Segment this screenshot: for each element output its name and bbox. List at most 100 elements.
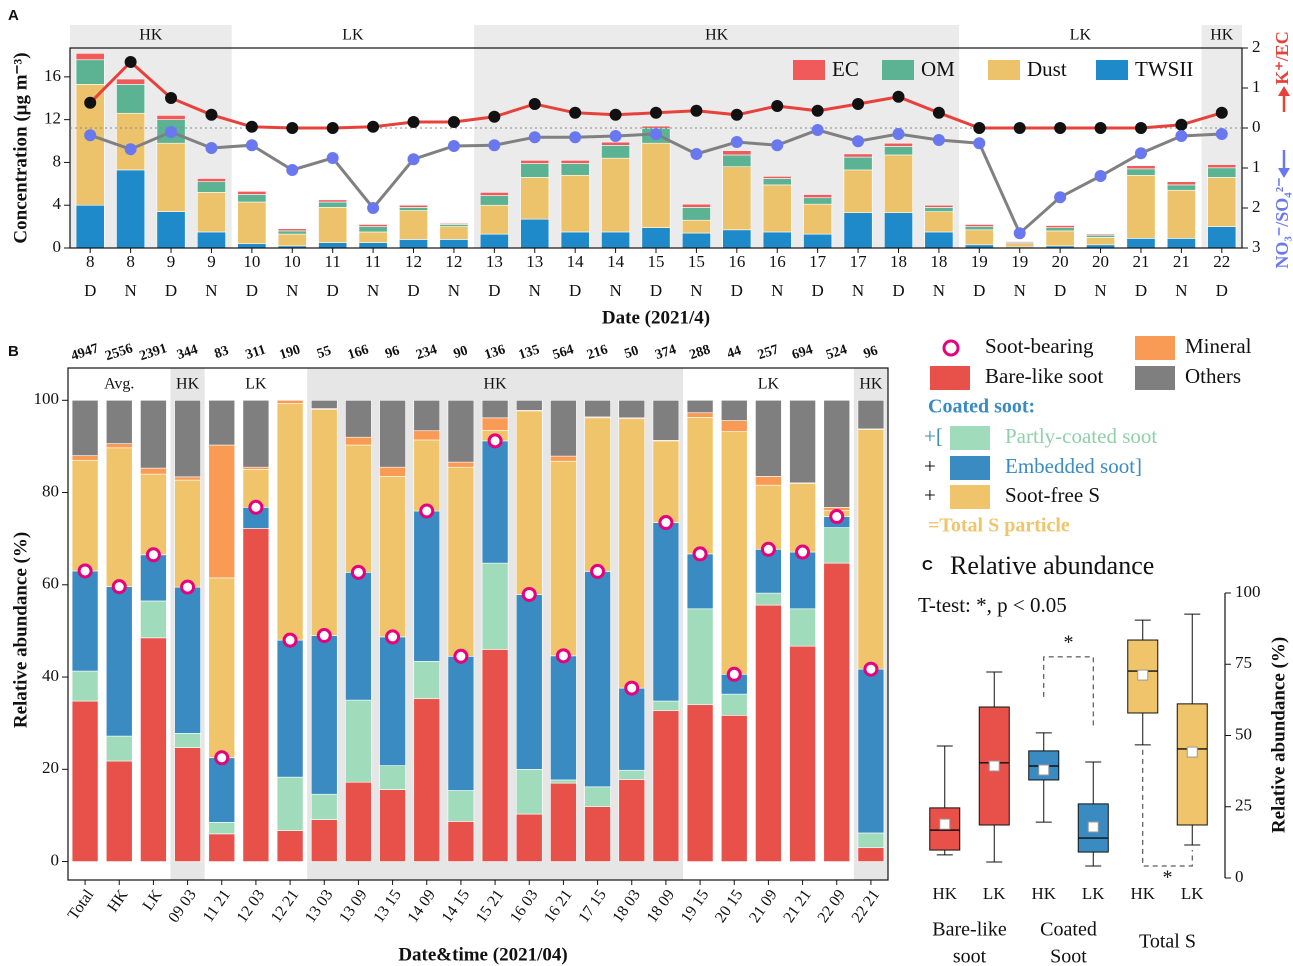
plot-frame xyxy=(69,47,1243,249)
group-label: Total S xyxy=(1139,931,1196,953)
x-tick-label: HK xyxy=(1031,884,1056,903)
line-marker xyxy=(852,98,865,110)
bar-segment xyxy=(601,145,631,159)
region-label: HK xyxy=(484,376,508,393)
x-tick-label: D xyxy=(246,281,258,300)
mean xyxy=(988,760,1000,772)
x-tick-label: N xyxy=(609,281,621,300)
x-tick-label: N xyxy=(1175,281,1187,300)
bar-segment xyxy=(208,399,236,446)
bar-segment xyxy=(755,399,782,477)
count-label: 216 xyxy=(585,342,610,363)
legend-swatch xyxy=(950,426,990,450)
bar-segment xyxy=(924,231,954,249)
bar-segment xyxy=(310,409,338,636)
bar-segment xyxy=(803,233,833,249)
bar-segment xyxy=(399,207,428,211)
line-marker xyxy=(447,116,460,128)
region-label: LK xyxy=(342,27,364,44)
bar-segment xyxy=(379,399,406,468)
y-tick-label: 0 xyxy=(51,850,60,869)
y-tick-label: 0 xyxy=(53,237,62,256)
significance-bracket xyxy=(1043,656,1094,729)
bar-segment xyxy=(843,153,873,158)
x-tick-label: 19 xyxy=(1011,252,1028,271)
x-tick-label: N xyxy=(933,281,945,300)
line-marker xyxy=(367,120,380,133)
bar-segment xyxy=(276,830,304,862)
bar-segment xyxy=(156,211,186,249)
y-tick-label: 100 xyxy=(34,389,60,408)
bar-segment xyxy=(71,399,99,456)
x-tick-label: D xyxy=(327,281,339,300)
legend-swatch xyxy=(1135,366,1175,390)
x-tick-label: 13 15 xyxy=(370,887,405,926)
y2-tick-label: 2 xyxy=(1252,37,1261,56)
bar-segment xyxy=(276,399,304,404)
x-tick-label: 20 xyxy=(1052,252,1069,271)
soot-bearing-marker xyxy=(111,579,127,595)
bar-segment xyxy=(789,645,816,862)
bar-segment xyxy=(601,157,631,233)
bar-segment xyxy=(686,417,714,555)
bar-segment xyxy=(722,150,752,156)
line-marker xyxy=(973,137,986,150)
line-marker xyxy=(650,128,662,140)
bar-segment xyxy=(550,782,577,862)
legend-label: Soot-bearing xyxy=(985,334,1094,358)
bar-segment xyxy=(1086,233,1115,236)
x-tick-label: D xyxy=(165,281,177,300)
x-tick-label: 22 21 xyxy=(849,887,884,926)
bar-segment xyxy=(439,226,469,240)
bar-segment xyxy=(277,233,307,247)
bar-segment xyxy=(618,399,646,419)
line-marker xyxy=(165,92,178,104)
bar-segment xyxy=(686,553,714,610)
bar-segment xyxy=(681,203,711,208)
bar-segment xyxy=(174,399,201,478)
bar-segment xyxy=(345,572,372,701)
soot-bearing-marker xyxy=(829,509,845,525)
bar-segment xyxy=(277,230,307,235)
x-tick-label: D xyxy=(812,281,824,300)
bar-segment xyxy=(843,169,873,214)
bar-segment xyxy=(156,142,186,212)
y2-tick-label: 2 xyxy=(1252,197,1261,216)
legend-swatch xyxy=(1096,60,1128,80)
line-marker xyxy=(447,140,460,152)
bar-segment xyxy=(755,484,782,550)
x-tick-label: 18 xyxy=(930,252,947,271)
count-label: 4947 xyxy=(69,341,100,364)
count-label: 135 xyxy=(517,342,542,363)
bar-segment xyxy=(105,760,133,862)
bar-segment xyxy=(789,483,816,553)
bar-segment xyxy=(277,228,307,232)
y-tick-label: 25 xyxy=(1235,796,1252,815)
bar-segment xyxy=(71,455,99,461)
y-axis-title: Relative abundance (%) xyxy=(10,532,31,728)
bar-segment xyxy=(550,399,577,457)
bar-segment xyxy=(116,112,146,171)
bar-segment xyxy=(447,655,475,791)
bar-segment xyxy=(789,551,816,610)
soot-bearing-marker xyxy=(521,586,537,602)
bar-segment xyxy=(1207,177,1237,227)
bar-segment xyxy=(276,776,304,831)
panel-letter: A xyxy=(8,7,19,24)
line-marker xyxy=(326,152,339,164)
x-tick-label: D xyxy=(1135,281,1147,300)
bar-segment xyxy=(345,444,372,573)
line-marker xyxy=(690,104,703,117)
bar-segment xyxy=(276,403,304,641)
bar-segment xyxy=(515,399,543,411)
bar-segment xyxy=(71,570,99,672)
bar-segment xyxy=(174,747,201,862)
line-marker xyxy=(326,122,339,134)
bar-segment xyxy=(140,467,167,475)
legend-label: TWSII xyxy=(1135,57,1193,81)
soot-bearing-marker xyxy=(350,564,366,580)
line-marker xyxy=(1054,191,1067,204)
bar-segment xyxy=(1207,226,1237,249)
panel-letter: C xyxy=(922,557,933,574)
mean xyxy=(1186,746,1198,758)
